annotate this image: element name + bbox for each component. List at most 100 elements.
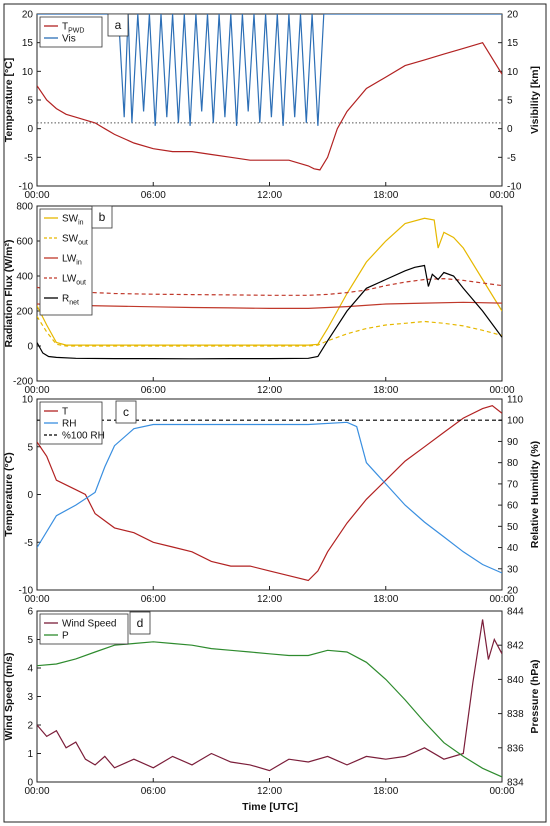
y-tick-label: 0 [27,778,33,789]
panel-tag-label: a [115,18,122,32]
y-tick-label: 5 [27,96,33,107]
legend-label: Wind Speed [62,619,116,630]
panel-tag-label: d [137,616,144,630]
y-right-tick-label: 5 [507,96,513,107]
y-right-axis-label: Pressure (hPa) [529,659,541,733]
y-tick-label: 10 [22,395,34,406]
y-right-tick-label: 110 [507,395,523,406]
y-tick-label: 200 [16,307,33,318]
y-right-tick-label: 20 [507,10,519,21]
y-tick-label: 20 [22,10,34,21]
y-tick-label: -5 [24,153,33,164]
x-tick-label: 00:00 [489,786,514,797]
y-axis-label: Temperature (°C) [3,452,15,537]
y-axis-label: Wind Speed (m/s) [3,653,15,741]
y-tick-label: 0 [27,124,33,135]
x-tick-label: 00:00 [24,594,49,605]
y-tick-label: 5 [27,442,33,453]
y-tick-label: 15 [22,38,34,49]
legend-label: P [62,631,69,642]
y-right-axis-label: Relative Humidity (%) [529,441,541,548]
panel-tag-box [107,13,129,37]
y-axis-label: Radiation Flux (W/m²) [3,240,15,348]
series-line-lw-out [37,277,502,296]
y-right-tick-label: 838 [507,709,524,720]
x-tick-label: 00:00 [489,594,514,605]
x-tick-label: 18:00 [373,190,398,201]
x-tick-label: 00:00 [24,385,49,396]
legend-label: LWin [62,254,82,267]
x-tick-label: 00:00 [489,385,514,396]
legend-label: LWout [62,274,86,287]
y-tick-label: -10 [19,182,34,193]
panel-tag-box [115,400,137,424]
legend-label: SWout [62,234,88,247]
series-line-t-pwd [37,41,502,171]
y-right-tick-label: 90 [507,437,519,448]
panel-tag-label: b [99,210,106,224]
y-right-tick-label: -10 [507,182,522,193]
chart-panel-c: 00:00 06:00 12:00 18:00 00:00-10-50510203040… [3,395,541,606]
x-tick-label: 00:00 [24,190,49,201]
panels: 00:00 06:00 12:00 18:00 00:00-10-505101520-1… [3,10,541,798]
plot-area [36,13,503,187]
legend-label: TPWD [62,22,84,35]
legend-box [39,208,93,316]
plot-area [36,398,503,591]
y-tick-label: 4 [27,664,33,675]
y-right-tick-label: 50 [507,522,519,533]
figure-border [3,3,547,823]
series-line-vis [37,14,502,126]
legend-label: RH [62,419,76,430]
panel-tag-label: c [123,405,129,419]
legend-box [39,613,129,645]
y-right-tick-label: 840 [507,675,524,686]
y-tick-label: -5 [24,538,33,549]
x-tick-label: 00:00 [489,190,514,201]
chart-panel-a: 00:00 06:00 12:00 18:00 00:00-10-505101520-1… [3,10,541,202]
y-right-tick-label: 836 [507,743,524,754]
y-right-tick-label: -5 [507,153,516,164]
series-line-p [37,641,502,778]
x-tick-label: 12:00 [257,385,282,396]
y-right-tick-label: 844 [507,607,524,618]
chart-panel-d: 00:00 06:00 12:00 18:00 00:00012345683483683… [3,607,541,798]
y-tick-label: 3 [27,692,33,703]
legend-label: SWin [62,214,84,227]
x-tick-label: 12:00 [257,786,282,797]
y-right-tick-label: 15 [507,38,519,49]
y-tick-label: 600 [16,237,33,248]
x-tick-label: 00:00 [24,786,49,797]
plot-area [36,205,503,382]
y-tick-label: 2 [27,721,33,732]
y-tick-label: 400 [16,272,33,283]
y-right-tick-label: 100 [507,416,524,427]
y-right-tick-label: 20 [507,586,519,597]
series-line-r-net [37,264,502,360]
x-tick-label: 12:00 [257,594,282,605]
legend-label: %100 RH [62,431,105,442]
y-tick-label: 0 [27,490,33,501]
y-right-tick-label: 60 [507,501,519,512]
y-right-tick-label: 842 [507,641,524,652]
series-line-sw-out [37,315,502,347]
legend-box [39,16,103,48]
series-line-sw-in [37,217,502,346]
panel-tag-box [91,205,113,229]
legend-label: Rnet [62,294,79,307]
y-right-tick-label: 30 [507,564,519,575]
panel-tag-box [129,611,151,635]
x-axis-label: Time [UTC] [242,801,298,813]
chart-panel-b: 00:00 06:00 12:00 18:00 00:00-20002004006008… [3,202,515,397]
y-tick-label: 800 [16,202,33,213]
y-right-axis-label: Visibility [km] [529,66,541,134]
y-right-tick-label: 10 [507,67,519,78]
y-tick-label: -10 [19,586,34,597]
series-line-rh [37,421,502,574]
x-tick-label: 18:00 [373,786,398,797]
y-tick-label: 0 [27,342,33,353]
legend-label: Vis [62,34,76,45]
y-tick-label: 6 [27,607,33,618]
x-tick-label: 06:00 [141,385,166,396]
